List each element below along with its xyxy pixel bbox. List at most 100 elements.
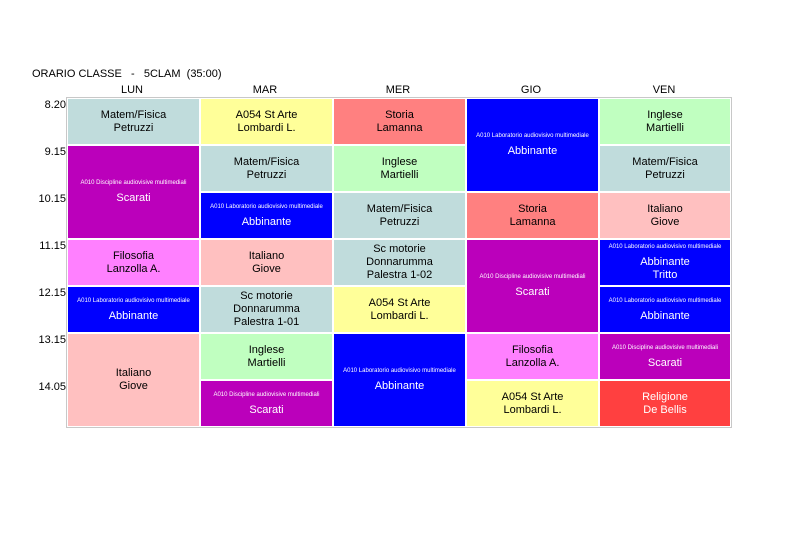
- time-label: 12.15: [38, 287, 66, 299]
- lesson-cell[interactable]: Inglese Martielli: [200, 333, 333, 380]
- lesson-cell[interactable]: Religione De Bellis: [599, 380, 731, 427]
- time-label: 11.15: [39, 240, 66, 252]
- lesson-note: A010 Laboratorio audiovisivo multimedial…: [476, 133, 589, 139]
- lesson-subject: Storia: [518, 202, 547, 215]
- lesson-teacher: Martielli: [380, 168, 419, 181]
- time-label: 10.15: [38, 193, 66, 205]
- lesson-note: A010 Discipline audiovisive multimediali: [80, 180, 187, 186]
- lesson-note: A010 Laboratorio audiovisivo multimedial…: [77, 297, 190, 304]
- time-label: 13.15: [38, 334, 66, 346]
- lesson-teacher: Donnarumma: [233, 303, 300, 315]
- lesson-cell[interactable]: Matem/Fisica Petruzzi: [67, 98, 200, 145]
- lesson-teacher: Abbinante: [640, 256, 690, 268]
- lesson-note: A010 Laboratorio audiovisivo multimedial…: [343, 368, 456, 374]
- lesson-cell[interactable]: Inglese Martielli: [599, 98, 731, 145]
- lesson-cell[interactable]: A010 Discipline audiovisive multimediali…: [466, 239, 599, 333]
- lesson-subject: Italiano: [647, 202, 683, 215]
- day-header-ven: VEN: [652, 84, 676, 96]
- lesson-teacher: Abbinante: [374, 380, 425, 392]
- lesson-subject: A054 St Arte: [368, 296, 431, 309]
- lesson-cell[interactable]: Italiano Giove: [200, 239, 333, 286]
- lesson-cell[interactable]: Sc motorie Donnarumma Palestra 1-02: [333, 239, 466, 286]
- lesson-teacher: Abbinante: [640, 309, 690, 322]
- lesson-cell[interactable]: Sc motorie Donnarumma Palestra 1-01: [200, 286, 333, 333]
- day-header-gio: GIO: [520, 84, 542, 96]
- lesson-subject: Matem/Fisica: [100, 108, 167, 121]
- lesson-subject: Sc motorie: [373, 243, 426, 255]
- lesson-subject: Filosofia: [512, 343, 553, 356]
- day-header-mer: MER: [385, 84, 411, 96]
- lesson-teacher: Lamanna: [376, 121, 423, 134]
- lesson-teacher: Giove: [650, 215, 680, 228]
- lesson-subject: Inglese: [381, 155, 418, 168]
- lesson-cell[interactable]: A010 Discipline audiovisive multimediali…: [599, 333, 731, 380]
- lesson-room: Palestra 1-02: [366, 269, 433, 281]
- lesson-subject: Matem/Fisica: [632, 155, 698, 168]
- lesson-cell[interactable]: Matem/Fisica Petruzzi: [200, 145, 333, 192]
- lesson-subject: Filosofia: [113, 249, 154, 262]
- lesson-cell[interactable]: Matem/Fisica Petruzzi: [599, 145, 731, 192]
- timetable-grid: Matem/Fisica Petruzzi A010 Discipline au…: [66, 97, 732, 428]
- lesson-note: A010 Laboratorio audiovisivo multimedial…: [210, 203, 323, 210]
- lesson-cell[interactable]: A010 Laboratorio audiovisivo multimedial…: [200, 192, 333, 239]
- lesson-subject: Matem/Fisica: [233, 155, 300, 168]
- lesson-room: Palestra 1-01: [233, 316, 300, 328]
- lesson-teacher: Scarati: [116, 192, 151, 204]
- lesson-cell[interactable]: Italiano Giove: [67, 333, 200, 427]
- lesson-cell[interactable]: A054 St Arte Lombardi L.: [466, 380, 599, 427]
- lesson-cell[interactable]: A010 Laboratorio audiovisivo multimedial…: [333, 333, 466, 427]
- lesson-teacher: Lamanna: [509, 215, 556, 228]
- lesson-cell[interactable]: Inglese Martielli: [333, 145, 466, 192]
- lesson-teacher: Scarati: [249, 403, 284, 416]
- lesson-cell[interactable]: Italiano Giove: [599, 192, 731, 239]
- lesson-teacher: Donnarumma: [366, 256, 433, 268]
- day-header-mar: MAR: [252, 84, 278, 96]
- time-label: 9.15: [44, 146, 66, 158]
- lesson-teacher-2: Tritto: [652, 269, 678, 281]
- lesson-teacher: Petruzzi: [645, 168, 685, 181]
- lesson-note: A010 Discipline audiovisive multimediali: [611, 344, 719, 351]
- lesson-subject: Inglese: [248, 343, 285, 356]
- lesson-subject: Matem/Fisica: [366, 202, 433, 215]
- lesson-cell[interactable]: A010 Discipline audiovisive multimediali…: [67, 145, 200, 239]
- lesson-cell[interactable]: A010 Laboratorio audiovisivo multimedial…: [466, 98, 599, 192]
- lesson-teacher: Lombardi L.: [370, 309, 429, 322]
- lesson-cell[interactable]: A010 Laboratorio audiovisivo multimedial…: [599, 286, 731, 333]
- lesson-cell[interactable]: Storia Lamanna: [466, 192, 599, 239]
- lesson-teacher: Scarati: [515, 286, 550, 298]
- lesson-note: A010 Discipline audiovisive multimediali: [213, 391, 320, 398]
- lesson-subject: Sc motorie: [240, 290, 293, 302]
- lesson-cell[interactable]: A010 Laboratorio audiovisivo multimedial…: [599, 239, 731, 286]
- lesson-teacher: Abbinante: [108, 309, 159, 322]
- lesson-subject: A054 St Arte: [235, 108, 298, 121]
- lesson-cell[interactable]: Storia Lamanna: [333, 98, 466, 145]
- lesson-subject: Religione: [642, 390, 688, 403]
- lesson-teacher: Lanzolla A.: [106, 262, 161, 275]
- timetable-title: ORARIO CLASSE - 5CLAM (35:00): [32, 68, 222, 80]
- lesson-cell[interactable]: Filosofia Lanzolla A.: [466, 333, 599, 380]
- lesson-cell[interactable]: A010 Discipline audiovisive multimediali…: [200, 380, 333, 427]
- lesson-teacher: Giove: [119, 380, 148, 392]
- time-label: 14.05: [38, 381, 66, 393]
- lesson-teacher: De Bellis: [643, 403, 687, 416]
- lesson-cell[interactable]: Filosofia Lanzolla A.: [67, 239, 200, 286]
- lesson-note: A010 Discipline audiovisive multimediali: [479, 274, 586, 280]
- lesson-cell[interactable]: A054 St Arte Lombardi L.: [200, 98, 333, 145]
- lesson-subject: A054 St Arte: [501, 390, 564, 403]
- time-label: 8.20: [44, 99, 66, 111]
- lesson-teacher: Petruzzi: [379, 215, 420, 228]
- lesson-teacher: Abbinante: [507, 145, 558, 157]
- lesson-teacher: Martielli: [247, 356, 286, 369]
- lesson-cell[interactable]: A010 Laboratorio audiovisivo multimedial…: [67, 286, 200, 333]
- lesson-subject: Italiano: [248, 249, 285, 262]
- lesson-teacher: Martielli: [646, 121, 684, 134]
- lesson-cell[interactable]: Matem/Fisica Petruzzi: [333, 192, 466, 239]
- lesson-note: A010 Laboratorio audiovisivo multimedial…: [608, 297, 722, 304]
- lesson-teacher: Giove: [252, 262, 281, 275]
- lesson-teacher: Lanzolla A.: [505, 356, 560, 369]
- lesson-cell[interactable]: A054 St Arte Lombardi L.: [333, 286, 466, 333]
- lesson-teacher: Abbinante: [241, 215, 292, 228]
- lesson-teacher: Scarati: [647, 356, 683, 369]
- lesson-note: A010 Laboratorio audiovisivo multimedial…: [608, 244, 722, 250]
- lesson-subject: Inglese: [647, 108, 683, 121]
